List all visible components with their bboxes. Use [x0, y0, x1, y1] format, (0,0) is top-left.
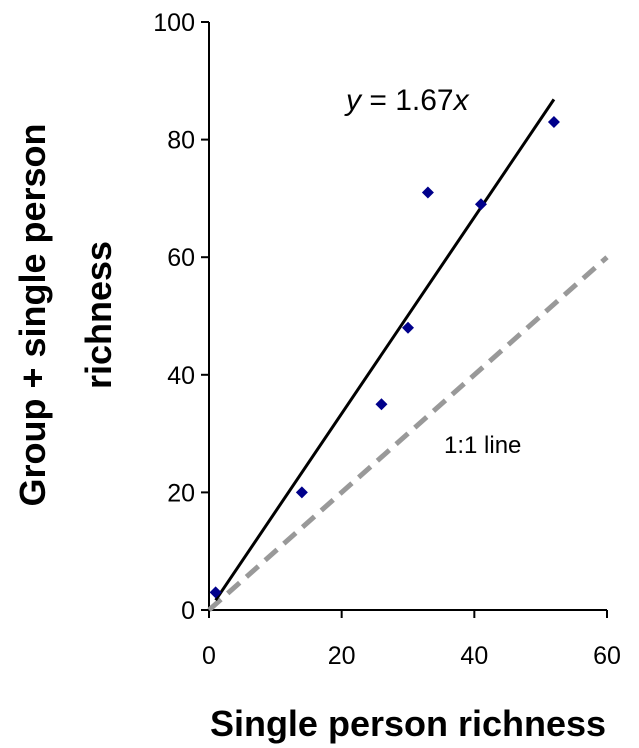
data-point	[402, 321, 414, 334]
data-point	[209, 586, 222, 599]
data-point	[295, 486, 308, 499]
y-tick-label: 40	[167, 362, 195, 390]
data-point	[421, 186, 434, 199]
fit-line	[214, 98, 556, 602]
y-axis-title-line-2: richness	[78, 241, 119, 389]
x-axis-title: Single person richness	[210, 703, 606, 744]
fit-equation-label: y = 1.67x	[344, 84, 470, 117]
x-tick-label: 60	[593, 642, 621, 670]
fit-equation-y-var: y	[344, 84, 363, 117]
plot-area: 0 20 40 60 80 100 0 20 40 60	[153, 9, 621, 670]
y-tick-label: 60	[167, 244, 195, 272]
fit-equation-x-var: x	[452, 84, 470, 117]
data-point	[375, 398, 388, 411]
x-tick-label: 20	[328, 642, 356, 670]
reference-line-1-to-1	[207, 255, 609, 612]
reference-line-label: 1:1 line	[444, 432, 521, 459]
y-tick-label: 20	[167, 479, 195, 507]
data-point	[547, 115, 560, 128]
y-tick-label: 80	[167, 127, 195, 155]
fit-equation-coefficient: = 1.67	[361, 84, 454, 117]
y-tick-label: 100	[153, 9, 195, 37]
y-tick-label: 0	[181, 597, 195, 625]
x-tick-label: 40	[460, 642, 488, 670]
y-axis-title-line-1: Group + single person	[12, 123, 53, 506]
x-tick-label: 0	[202, 642, 216, 670]
y-axis-title: Group + single person richness	[12, 123, 119, 506]
data-point	[474, 198, 487, 211]
